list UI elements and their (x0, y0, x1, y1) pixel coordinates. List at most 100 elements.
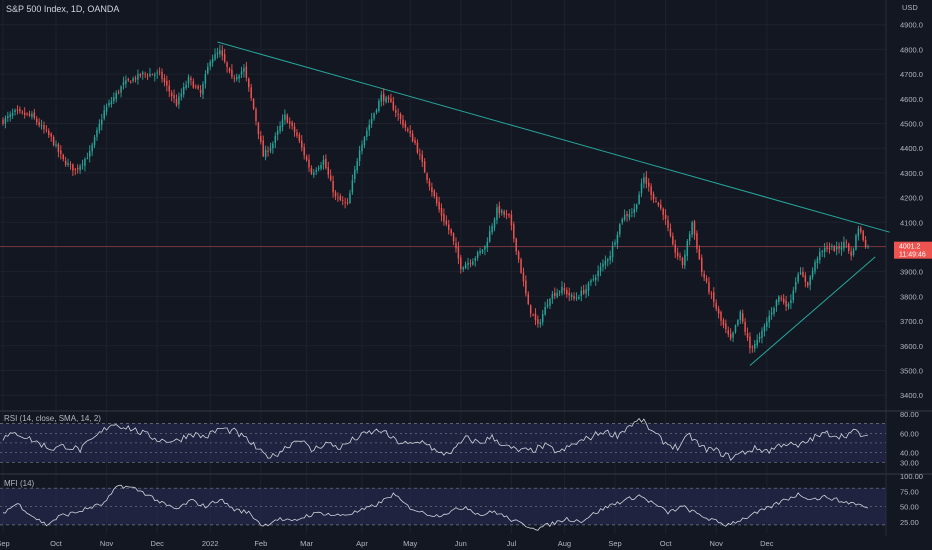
candle-body[interactable] (580, 290, 583, 297)
candle-body[interactable] (233, 78, 236, 80)
candle-body[interactable] (727, 330, 729, 335)
candle-body[interactable] (228, 68, 231, 72)
candle-body[interactable] (354, 169, 356, 179)
candle-body[interactable] (221, 50, 224, 56)
candle-body[interactable] (787, 303, 790, 307)
candle-body[interactable] (7, 116, 9, 118)
candle-body[interactable] (534, 313, 537, 321)
candle-body[interactable] (778, 296, 780, 302)
candle-body[interactable] (626, 213, 628, 216)
candle-body[interactable] (11, 113, 14, 116)
candle-body[interactable] (149, 73, 151, 76)
candle-body[interactable] (570, 294, 573, 297)
candle-body[interactable] (754, 343, 756, 349)
candle-body[interactable] (476, 252, 479, 258)
candle-body[interactable] (840, 247, 843, 250)
candle-body[interactable] (250, 87, 252, 98)
candle-body[interactable] (223, 54, 226, 62)
candle-body[interactable] (828, 248, 831, 250)
candle-body[interactable] (628, 214, 631, 218)
candle-body[interactable] (166, 80, 168, 86)
candle-body[interactable] (170, 92, 173, 97)
candle-body[interactable] (807, 282, 809, 287)
candle-body[interactable] (568, 292, 570, 296)
candle-body[interactable] (804, 275, 807, 282)
candle-body[interactable] (423, 161, 426, 173)
candle-body[interactable] (356, 161, 358, 171)
candle-body[interactable] (734, 325, 737, 333)
candle-body[interactable] (235, 77, 238, 80)
candle-body[interactable] (445, 220, 448, 225)
candle-body[interactable] (187, 76, 190, 84)
candle-body[interactable] (809, 276, 811, 285)
candle-body[interactable] (513, 224, 515, 239)
candle-body[interactable] (373, 113, 375, 119)
candle-body[interactable] (725, 323, 727, 330)
candle-body[interactable] (664, 214, 667, 220)
candle-body[interactable] (108, 102, 110, 106)
candle-body[interactable] (739, 311, 742, 321)
candle-body[interactable] (464, 264, 467, 269)
candle-body[interactable] (240, 71, 243, 75)
candle-body[interactable] (407, 129, 409, 131)
candle-body[interactable] (344, 202, 346, 204)
candle-body[interactable] (387, 97, 390, 100)
candle-body[interactable] (226, 62, 228, 67)
candle-body[interactable] (411, 133, 414, 142)
candle-body[interactable] (4, 118, 7, 124)
candle-body[interactable] (594, 277, 597, 281)
candle-body[interactable] (780, 298, 783, 299)
candle-body[interactable] (621, 218, 623, 223)
candle-body[interactable] (151, 74, 154, 76)
candle-body[interactable] (708, 281, 710, 293)
candle-body[interactable] (122, 82, 125, 86)
candle-body[interactable] (546, 304, 549, 307)
candle-body[interactable] (792, 290, 795, 301)
candle-body[interactable] (698, 249, 701, 260)
candle-body[interactable] (508, 214, 510, 216)
candle-body[interactable] (341, 200, 344, 201)
candle-body[interactable] (31, 113, 33, 117)
candle-body[interactable] (60, 150, 62, 155)
candle-body[interactable] (486, 241, 489, 248)
candle-body[interactable] (758, 336, 761, 339)
candle-body[interactable] (551, 293, 554, 299)
candle-body[interactable] (609, 255, 611, 260)
candle-body[interactable] (867, 246, 869, 248)
candle-body[interactable] (86, 158, 89, 159)
candle-body[interactable] (563, 288, 566, 291)
candle-body[interactable] (819, 251, 821, 261)
candle-body[interactable] (763, 326, 766, 332)
candle-body[interactable] (264, 149, 267, 158)
candle-body[interactable] (761, 330, 763, 339)
candle-body[interactable] (2, 119, 4, 124)
candle-body[interactable] (672, 235, 674, 245)
candle-body[interactable] (681, 257, 684, 266)
candle-body[interactable] (161, 71, 163, 80)
candle-body[interactable] (245, 66, 248, 78)
candle-body[interactable] (729, 333, 732, 339)
candle-body[interactable] (257, 122, 260, 135)
candle-body[interactable] (510, 214, 513, 226)
candle-body[interactable] (329, 175, 332, 181)
candle-body[interactable] (211, 58, 214, 63)
candle-body[interactable] (207, 66, 209, 74)
candle-body[interactable] (643, 177, 645, 184)
candle-body[interactable] (286, 115, 289, 123)
candle-body[interactable] (852, 249, 855, 255)
candle-body[interactable] (645, 176, 648, 184)
candle-body[interactable] (308, 159, 310, 168)
candle-body[interactable] (686, 241, 689, 256)
candle-body[interactable] (741, 313, 744, 322)
candle-body[interactable] (117, 92, 120, 93)
candle-body[interactable] (101, 119, 103, 125)
candle-body[interactable] (115, 92, 117, 99)
candle-body[interactable] (592, 278, 595, 280)
candle-body[interactable] (705, 278, 708, 282)
candles-layer[interactable] (2, 44, 869, 354)
candle-body[interactable] (732, 332, 734, 338)
candle-body[interactable] (317, 167, 320, 169)
candle-body[interactable] (175, 99, 178, 106)
candle-body[interactable] (113, 97, 115, 102)
candle-body[interactable] (88, 151, 91, 157)
